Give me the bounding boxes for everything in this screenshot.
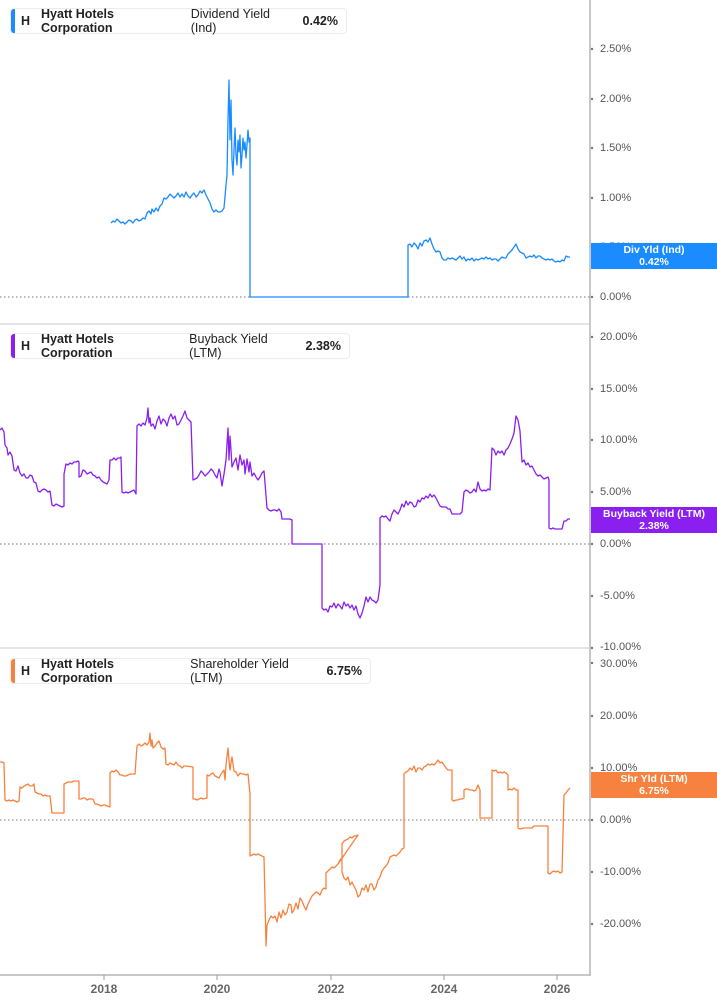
y-tick-label: -10.00% — [600, 866, 641, 878]
flag-value: 0.42% — [639, 256, 669, 268]
legend-company: Hyatt Hotels Corporation — [41, 7, 114, 35]
legend-metric: Buyback Yield (LTM) — [189, 332, 268, 360]
legend-color-swatch — [11, 659, 15, 683]
buyback-yield-line — [0, 407, 570, 619]
legend-metric: Dividend Yield (Ind) — [190, 7, 270, 35]
y-tick-label: 0.00% — [600, 291, 632, 303]
y-tick-label: 10.00% — [600, 434, 638, 446]
y-tick-label: 15.00% — [600, 383, 638, 395]
y-tick-label: 20.00% — [600, 710, 638, 722]
dividend-yield-line — [110, 79, 570, 298]
y-tick-label: 2.00% — [600, 93, 632, 105]
y-axis-ticks — [590, 47, 594, 926]
y-tick-label: 5.00% — [600, 486, 632, 498]
x-tick-label: 2020 — [203, 982, 231, 996]
legend-company: Hyatt Hotels Corporation — [41, 332, 114, 360]
y-tick-label: -5.00% — [600, 590, 635, 602]
legend-value: 0.42% — [302, 14, 338, 28]
flag-label: Shr Yld (LTM) — [620, 773, 688, 785]
shareholder-yield-line — [0, 732, 571, 947]
y-tick-label: 10.00% — [600, 762, 638, 774]
y-tick-label: 30.00% — [600, 658, 638, 670]
legend-dividend[interactable]: H Hyatt Hotels Corporation Dividend Yiel… — [10, 7, 347, 35]
legend-buyback[interactable]: H Hyatt Hotels Corporation Buyback Yield… — [10, 332, 350, 360]
legend-value: 2.38% — [305, 339, 341, 353]
last-value-flag-dividend: Div Yld (Ind) 0.42% — [591, 243, 717, 269]
y-tick-label: 0.00% — [600, 814, 632, 826]
legend-ticker: H — [21, 339, 31, 353]
legend-value: 6.75% — [326, 664, 362, 678]
y-tick-label: 1.50% — [600, 142, 632, 154]
y-tick-label: 0.00% — [600, 538, 632, 550]
last-value-flag-buyback: Buyback Yield (LTM) 2.38% — [591, 507, 717, 533]
legend-metric: Shareholder Yield (LTM) — [190, 657, 289, 685]
legend-ticker: H — [21, 14, 31, 28]
y-tick-label: -20.00% — [600, 918, 641, 930]
legend-color-swatch — [11, 9, 15, 33]
x-tick-label: 2026 — [543, 982, 571, 996]
y-tick-label: 2.50% — [600, 43, 632, 55]
legend-company: Hyatt Hotels Corporation — [41, 657, 114, 685]
flag-value: 2.38% — [639, 520, 669, 532]
x-tick-label: 2018 — [90, 982, 118, 996]
y-tick-label: 1.00% — [600, 192, 632, 204]
x-axis-ticks — [103, 975, 558, 980]
legend-ticker: H — [21, 664, 31, 678]
y-tick-label: -10.00% — [600, 641, 641, 653]
y-tick-label: 20.00% — [600, 331, 638, 343]
flag-label: Div Yld (Ind) — [623, 244, 685, 256]
flag-value: 6.75% — [639, 785, 669, 797]
last-value-flag-shareholder: Shr Yld (LTM) 6.75% — [591, 772, 717, 798]
flag-label: Buyback Yield (LTM) — [603, 508, 705, 520]
x-tick-label: 2022 — [317, 982, 345, 996]
legend-color-swatch — [11, 334, 15, 358]
x-tick-label: 2024 — [430, 982, 458, 996]
legend-shareholder[interactable]: H Hyatt Hotels Corporation Shareholder Y… — [10, 657, 371, 685]
